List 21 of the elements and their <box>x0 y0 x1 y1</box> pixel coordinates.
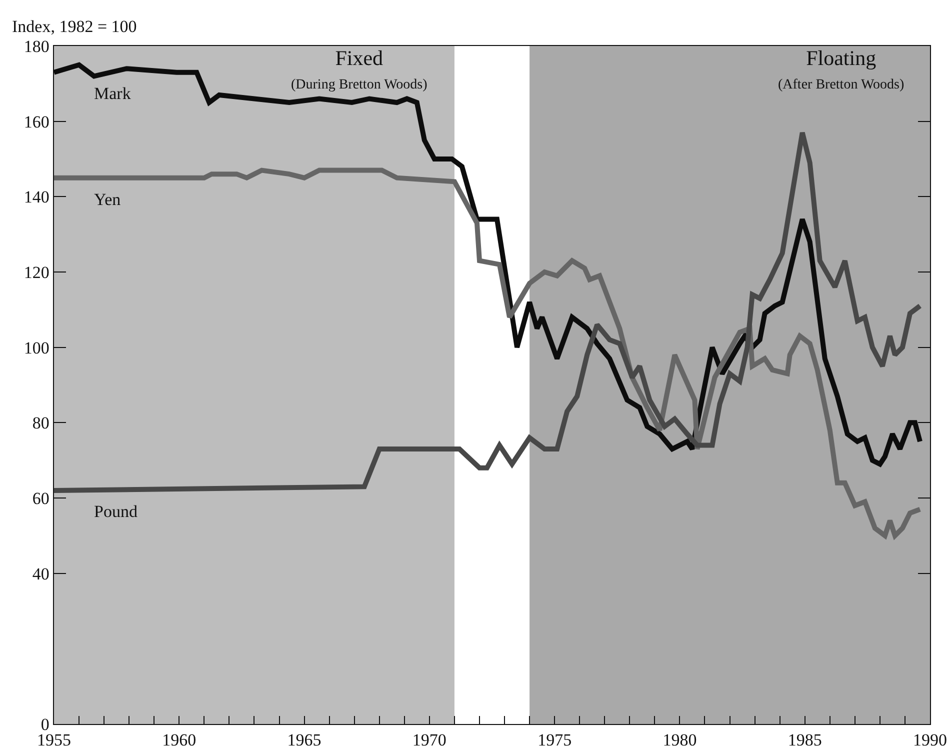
x-tick-label: 1980 <box>662 730 697 750</box>
y-tick-label: 40 <box>32 564 50 584</box>
series-label: Yen <box>94 190 122 209</box>
series-label: Pound <box>94 502 138 521</box>
y-axis-title: Index, 1982 = 100 <box>12 17 137 36</box>
y-tick-label: 80 <box>32 414 50 433</box>
y-tick-label: 160 <box>24 112 50 132</box>
x-tick-label: 1985 <box>788 730 822 750</box>
y-tick-label: 140 <box>24 188 50 207</box>
y-tick-label: 100 <box>24 338 50 358</box>
y-tick-label: 120 <box>24 262 50 282</box>
y-tick-label: 180 <box>24 36 50 56</box>
band-label: Fixed (During Bretton Woods) <box>291 46 428 92</box>
y-tick-label: 60 <box>32 488 50 508</box>
x-tick-label: 1970 <box>412 730 446 750</box>
x-tick-label: 1960 <box>162 730 196 750</box>
x-tick-label: 1975 <box>538 730 572 750</box>
x-tick-label: 1965 <box>287 730 322 750</box>
band-label: Floating (After Bretton Woods) <box>778 46 904 92</box>
x-tick-label: 1990 <box>913 730 947 750</box>
series-label: Mark <box>94 84 132 103</box>
